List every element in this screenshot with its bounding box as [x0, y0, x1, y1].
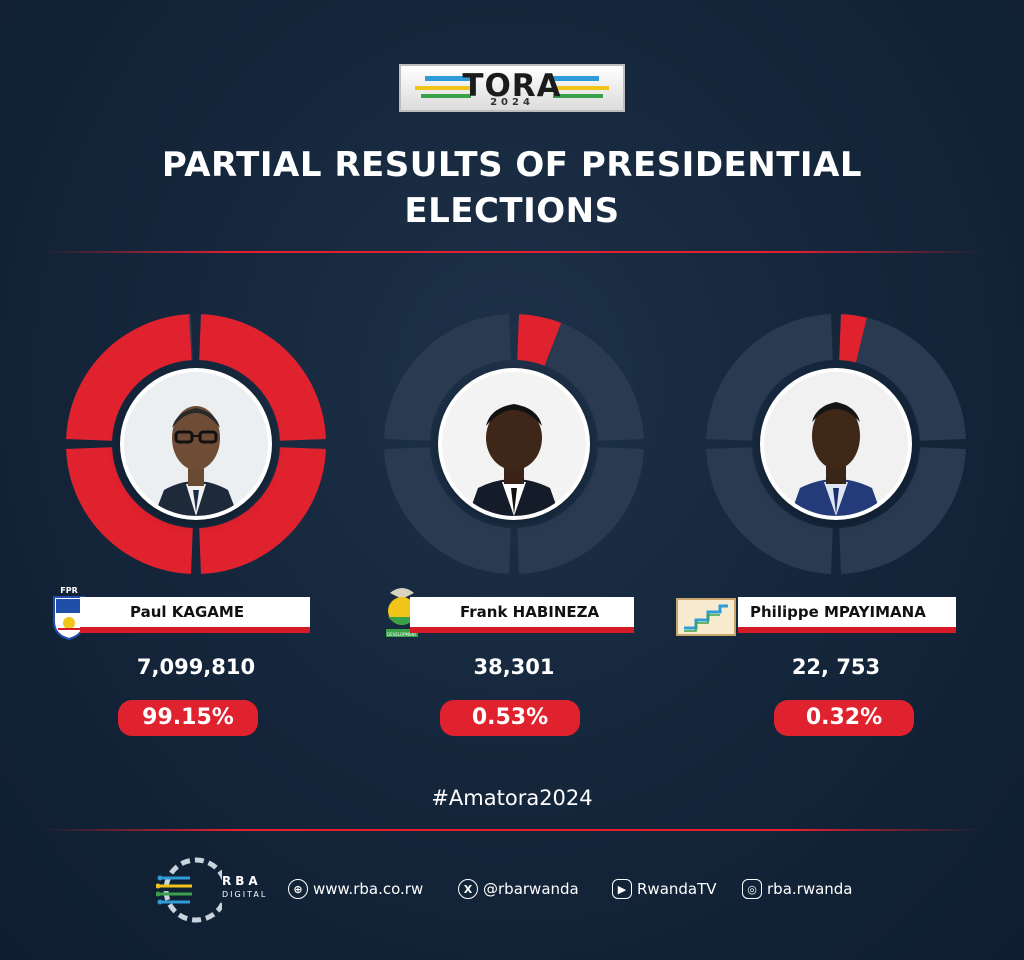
portrait-icon [442, 372, 586, 516]
donut-value-segment [199, 314, 326, 441]
candidate-card-habineza: DEVELOPMENT Frank HABINEZA 38,301 0.53% [354, 0, 674, 760]
vote-count: 7,099,810 [136, 655, 256, 679]
candidate-photo [124, 372, 268, 516]
rba-brand-sub: DIGITAL [222, 890, 268, 899]
fpr-party-logo-icon: FPR [53, 586, 85, 641]
pdi-party-logo-icon [676, 598, 736, 636]
name-bar-accent [738, 627, 956, 633]
name-bar-accent [80, 627, 310, 633]
globe-icon: ⊕ [288, 879, 308, 899]
page-title-line-2: ELECTIONS [404, 191, 620, 231]
vote-count: 38,301 [473, 655, 555, 679]
tora-logo-year: 2024 [490, 97, 534, 108]
youtube-icon: ▶ [612, 879, 632, 899]
donut-track-segment [706, 314, 833, 441]
footer: RBA DIGITAL ⊕ www.rba.co.rw X @rbarwanda… [0, 850, 1024, 930]
hashtag: #Amatora2024 [431, 786, 593, 810]
instagram-icon: ◎ [742, 879, 762, 899]
result-donut [706, 314, 966, 574]
candidate-photo [764, 372, 908, 516]
candidate-name-bar: Paul KAGAME [80, 597, 310, 633]
bottom-divider [40, 829, 984, 831]
rba-brand-text: RBA [222, 874, 262, 888]
youtube-link[interactable]: ▶ RwandaTV [612, 878, 717, 900]
x-twitter-icon: X [458, 879, 478, 899]
website-text: www.rba.co.rw [313, 880, 424, 898]
donut-track-segment [384, 314, 511, 441]
donut-track-segment [706, 447, 833, 574]
candidate-name: Paul KAGAME [130, 603, 245, 621]
name-bar-accent [410, 627, 634, 633]
candidate-name: Frank HABINEZA [460, 603, 600, 621]
donut-value-indicator [839, 314, 867, 363]
candidate-name-bar: Philippe MPAYIMANA [738, 597, 956, 633]
result-donut [66, 314, 326, 574]
instagram-handle: rba.rwanda [767, 880, 853, 898]
result-donut [384, 314, 644, 574]
portrait-icon [124, 372, 268, 516]
donut-track-segment [839, 447, 966, 574]
percent-badge: 0.53% [440, 700, 580, 736]
tora-logo-text: TORA [462, 68, 562, 104]
donut-track-segment [517, 447, 644, 574]
dgpr-logo-text: DEVELOPMENT [387, 632, 417, 637]
twitter-link[interactable]: X @rbarwanda [458, 878, 579, 900]
donut-value-segment [66, 314, 192, 441]
donut-value-segment [66, 447, 193, 574]
percent-badge: 99.15% [118, 700, 258, 736]
tora-logo: TORA 2024 [399, 64, 625, 112]
candidate-photo [442, 372, 586, 516]
top-divider [40, 251, 984, 253]
youtube-handle: RwandaTV [637, 880, 717, 898]
page-title: PARTIAL RESULTS OF PRESIDENTIAL ELECTION… [0, 142, 1024, 234]
twitter-handle: @rbarwanda [483, 880, 579, 898]
tora-logo-stripes [415, 76, 609, 98]
dgpr-party-logo-icon: DEVELOPMENT [386, 588, 418, 637]
donut-track-segment [839, 314, 966, 441]
donut-track-segment [384, 447, 511, 574]
percent-badge: 0.32% [774, 700, 914, 736]
candidate-name-bar: Frank HABINEZA [410, 597, 634, 633]
website-link[interactable]: ⊕ www.rba.co.rw [288, 878, 423, 900]
donut-value-segment [199, 447, 326, 574]
candidate-card-mpayimana: Philippe MPAYIMANA 22, 753 0.32% [676, 0, 996, 760]
instagram-link[interactable]: ◎ rba.rwanda [742, 878, 853, 900]
candidate-name: Philippe MPAYIMANA [750, 603, 926, 621]
candidate-card-kagame: FPR Paul KAGAME 7,099,810 99.15% [36, 0, 356, 760]
fpr-logo-text: FPR [60, 586, 78, 595]
portrait-icon [764, 372, 908, 516]
vote-count: 22, 753 [791, 655, 881, 679]
page-title-line-1: PARTIAL RESULTS OF PRESIDENTIAL [161, 145, 863, 185]
donut-value-indicator [517, 314, 562, 366]
rba-digital-logo-icon [156, 857, 222, 923]
